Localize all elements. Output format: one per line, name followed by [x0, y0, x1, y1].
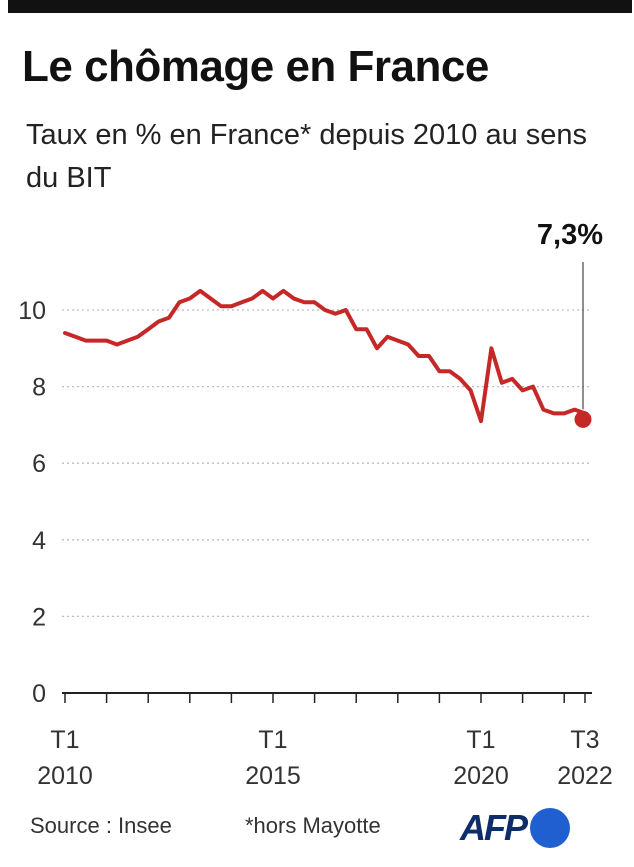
- y-tick-label: 0: [32, 680, 46, 708]
- last-value-label: 7,3%: [537, 219, 603, 251]
- y-tick-label: 2: [32, 603, 46, 631]
- y-axis: 0 2 4 6 8 10: [18, 297, 46, 708]
- series-layer: [63, 288, 587, 424]
- afp-logo-dot: [530, 808, 570, 848]
- chart-grid: [62, 309, 592, 618]
- y-tick-label: 8: [32, 374, 46, 402]
- afp-logo-text: AFP: [460, 807, 528, 848]
- series-line: [63, 288, 587, 424]
- source-label: Source : Insee: [30, 813, 172, 838]
- x-tick-label: T1 2010: [37, 726, 93, 790]
- x-tick-label: T3 2022: [557, 726, 613, 790]
- y-tick-label: 4: [32, 527, 46, 555]
- top-bar: [8, 0, 632, 13]
- unemployment-line-chart: 0 2 4 6 8 10 T1 2010 T1 2015 T1 2020 T3 2022 7,3%: [18, 219, 613, 790]
- chart-subtitle: Taux en % en France* depuis 2010 au sens…: [26, 119, 588, 194]
- afp-logo: AFP: [460, 806, 570, 850]
- x-axis: T1 2010 T1 2015 T1 2020 T3 2022: [37, 692, 613, 790]
- annotation-layer: 7,3%: [537, 219, 603, 428]
- y-tick-label: 6: [32, 450, 46, 478]
- y-tick-label: 10: [18, 297, 46, 325]
- last-point-marker: [574, 410, 592, 428]
- chart-title: Le chômage en France: [22, 42, 489, 91]
- x-tick-label: T1 2020: [453, 726, 509, 790]
- footnote-label: *hors Mayotte: [245, 813, 381, 838]
- x-tick-label: T1 2015: [245, 726, 301, 790]
